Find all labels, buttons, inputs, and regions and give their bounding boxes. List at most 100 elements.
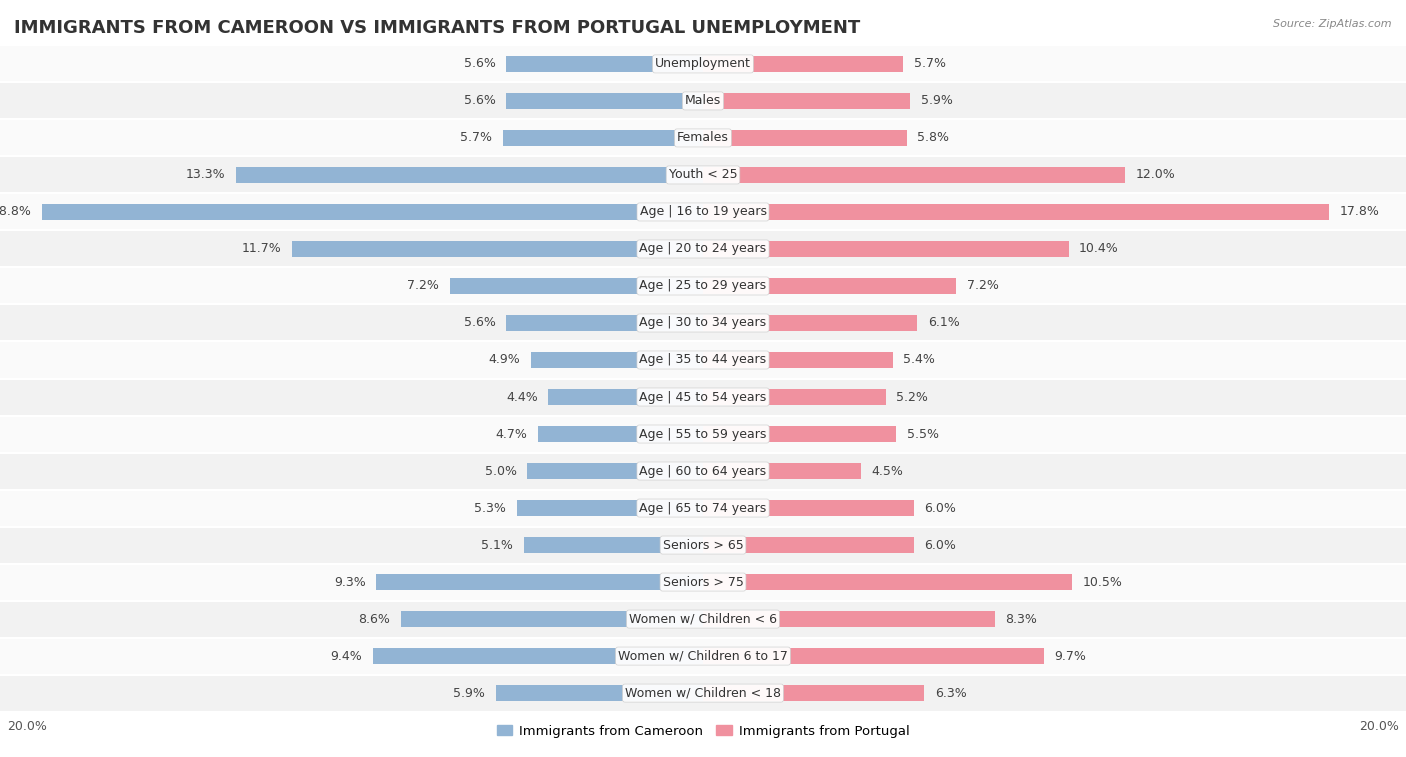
Bar — [0, 341, 1406, 378]
Text: Age | 20 to 24 years: Age | 20 to 24 years — [640, 242, 766, 255]
Text: 5.0%: 5.0% — [485, 465, 517, 478]
Text: 5.6%: 5.6% — [464, 316, 496, 329]
Bar — [0, 563, 1406, 600]
Bar — [517, 500, 703, 516]
Bar — [0, 674, 1406, 712]
Text: Seniors > 75: Seniors > 75 — [662, 575, 744, 588]
Bar — [703, 241, 1069, 257]
Text: 4.4%: 4.4% — [506, 391, 537, 403]
Bar — [0, 378, 1406, 416]
Legend: Immigrants from Cameroon, Immigrants from Portugal: Immigrants from Cameroon, Immigrants fro… — [491, 719, 915, 743]
Text: 12.0%: 12.0% — [1136, 169, 1175, 182]
Text: 6.3%: 6.3% — [935, 687, 967, 699]
Bar — [703, 204, 1329, 220]
Text: 6.0%: 6.0% — [925, 538, 956, 552]
Text: Males: Males — [685, 95, 721, 107]
Bar — [506, 92, 703, 109]
Text: 18.8%: 18.8% — [0, 205, 31, 219]
Bar — [703, 92, 911, 109]
Text: 7.2%: 7.2% — [967, 279, 998, 292]
Bar — [703, 574, 1073, 590]
Text: Women w/ Children < 18: Women w/ Children < 18 — [626, 687, 780, 699]
Bar — [527, 463, 703, 479]
Bar — [0, 416, 1406, 453]
Text: 5.9%: 5.9% — [453, 687, 485, 699]
Text: 20.0%: 20.0% — [1360, 720, 1399, 734]
Bar — [42, 204, 703, 220]
Bar — [531, 352, 703, 369]
Text: 5.6%: 5.6% — [464, 58, 496, 70]
Text: 13.3%: 13.3% — [186, 169, 225, 182]
Bar — [703, 388, 886, 405]
Text: Women w/ Children < 6: Women w/ Children < 6 — [628, 612, 778, 625]
Bar — [0, 304, 1406, 341]
Bar — [703, 537, 914, 553]
Text: Age | 35 to 44 years: Age | 35 to 44 years — [640, 354, 766, 366]
Text: Unemployment: Unemployment — [655, 58, 751, 70]
Bar — [703, 167, 1125, 183]
Bar — [703, 500, 914, 516]
Text: 5.2%: 5.2% — [897, 391, 928, 403]
Text: 6.0%: 6.0% — [925, 502, 956, 515]
Text: 9.7%: 9.7% — [1054, 650, 1087, 662]
Text: 5.5%: 5.5% — [907, 428, 939, 441]
Bar — [703, 463, 860, 479]
Text: 10.5%: 10.5% — [1083, 575, 1122, 588]
Text: 9.4%: 9.4% — [330, 650, 363, 662]
Text: 10.4%: 10.4% — [1080, 242, 1119, 255]
Text: Women w/ Children 6 to 17: Women w/ Children 6 to 17 — [619, 650, 787, 662]
Text: 4.7%: 4.7% — [495, 428, 527, 441]
Bar — [503, 129, 703, 146]
Text: Age | 16 to 19 years: Age | 16 to 19 years — [640, 205, 766, 219]
Text: Age | 65 to 74 years: Age | 65 to 74 years — [640, 502, 766, 515]
Text: 5.7%: 5.7% — [460, 132, 492, 145]
Text: 17.8%: 17.8% — [1340, 205, 1379, 219]
Text: Age | 60 to 64 years: Age | 60 to 64 years — [640, 465, 766, 478]
Bar — [236, 167, 703, 183]
Text: 11.7%: 11.7% — [242, 242, 281, 255]
Text: Seniors > 65: Seniors > 65 — [662, 538, 744, 552]
Text: 7.2%: 7.2% — [408, 279, 439, 292]
Bar — [0, 83, 1406, 120]
Bar — [292, 241, 703, 257]
Text: 6.1%: 6.1% — [928, 316, 960, 329]
Bar — [703, 648, 1043, 665]
Text: Source: ZipAtlas.com: Source: ZipAtlas.com — [1274, 19, 1392, 29]
Text: Age | 25 to 29 years: Age | 25 to 29 years — [640, 279, 766, 292]
Text: 5.4%: 5.4% — [904, 354, 935, 366]
Bar — [703, 685, 925, 702]
Text: 8.3%: 8.3% — [1005, 612, 1038, 625]
Text: 5.8%: 5.8% — [917, 132, 949, 145]
Bar — [450, 278, 703, 294]
Text: 4.5%: 4.5% — [872, 465, 904, 478]
Text: Age | 55 to 59 years: Age | 55 to 59 years — [640, 428, 766, 441]
Bar — [703, 611, 995, 628]
Text: 20.0%: 20.0% — [7, 720, 46, 734]
Bar — [506, 55, 703, 72]
Bar — [401, 611, 703, 628]
Text: Age | 30 to 34 years: Age | 30 to 34 years — [640, 316, 766, 329]
Bar — [537, 425, 703, 442]
Bar — [375, 574, 703, 590]
Bar — [0, 267, 1406, 304]
Bar — [524, 537, 703, 553]
Bar — [0, 120, 1406, 157]
Bar — [506, 315, 703, 332]
Bar — [0, 194, 1406, 230]
Text: 8.6%: 8.6% — [359, 612, 391, 625]
Bar — [548, 388, 703, 405]
Bar — [703, 425, 897, 442]
Bar — [0, 527, 1406, 563]
Bar — [0, 490, 1406, 527]
Bar — [0, 600, 1406, 637]
Text: 9.3%: 9.3% — [333, 575, 366, 588]
Bar — [703, 129, 907, 146]
Bar — [496, 685, 703, 702]
Bar — [0, 637, 1406, 674]
Bar — [703, 55, 904, 72]
Bar — [0, 230, 1406, 267]
Text: IMMIGRANTS FROM CAMEROON VS IMMIGRANTS FROM PORTUGAL UNEMPLOYMENT: IMMIGRANTS FROM CAMEROON VS IMMIGRANTS F… — [14, 19, 860, 37]
Text: 5.6%: 5.6% — [464, 95, 496, 107]
Bar — [373, 648, 703, 665]
Bar — [0, 157, 1406, 194]
